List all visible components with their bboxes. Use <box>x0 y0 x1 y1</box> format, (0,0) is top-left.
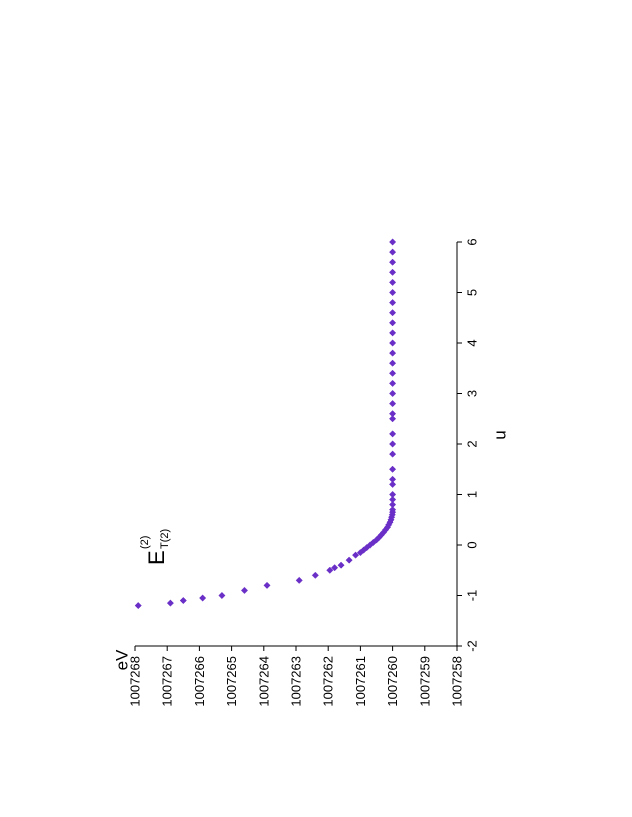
data-point <box>389 465 397 473</box>
data-point <box>389 349 397 357</box>
annotation-symbol: E <box>144 550 169 565</box>
data-point <box>389 430 397 438</box>
y-tick-label: 1007268 <box>128 656 143 707</box>
x-tick-label: 2 <box>465 440 480 447</box>
data-point <box>389 309 397 317</box>
y-tick-label: 1007264 <box>256 656 271 707</box>
y-tick-label: 1007259 <box>417 656 432 707</box>
x-tick-label: 1 <box>465 491 480 498</box>
x-axis-label: u <box>491 430 510 439</box>
data-point <box>389 440 397 448</box>
data-point <box>389 410 397 418</box>
data-point <box>179 596 187 605</box>
data-point <box>389 359 397 367</box>
data-point <box>352 551 360 559</box>
data-point <box>311 571 319 579</box>
data-point <box>218 591 226 600</box>
data-point <box>389 506 397 514</box>
annotation-subscript: T(2) <box>159 529 171 549</box>
data-point <box>389 288 397 297</box>
x-tick-label: 4 <box>465 339 480 346</box>
y-tick-label: 1007261 <box>353 656 368 707</box>
data-point <box>389 495 397 504</box>
y-tick-label: 1007267 <box>160 656 175 707</box>
data-point <box>389 501 397 509</box>
data-point <box>389 475 397 483</box>
x-tick-label: 5 <box>465 289 480 296</box>
y-tick-label: 1007263 <box>289 656 304 707</box>
y-tick-label: 1007265 <box>224 656 239 707</box>
data-markers <box>134 238 397 610</box>
data-point <box>389 450 397 458</box>
x-tick-label: 3 <box>465 390 480 397</box>
annotation-superscript: (2) <box>139 536 151 549</box>
data-point <box>389 278 397 286</box>
x-tick-label: 6 <box>465 238 480 245</box>
data-point <box>389 400 397 408</box>
y-axis-label: eV <box>113 649 132 670</box>
y-tick-label: 1007260 <box>385 656 400 707</box>
data-point <box>389 299 397 307</box>
data-point <box>389 258 397 266</box>
x-tick-label: 0 <box>465 541 480 548</box>
data-point <box>389 329 397 337</box>
axes: -2 -1 0 1 2 3 4 5 6 1007258 1007259 1007260 1007261 1… <box>113 238 510 706</box>
data-point <box>389 248 397 256</box>
y-tick-label: 1007262 <box>321 656 336 707</box>
data-point <box>389 379 397 387</box>
y-tick-label: 1007266 <box>192 656 207 707</box>
x-tick-label: -2 <box>465 640 480 652</box>
data-point <box>326 566 334 574</box>
data-point <box>263 581 271 589</box>
data-point <box>337 561 345 569</box>
annotation-energy-label: E(2) T(2) <box>139 529 171 565</box>
data-point <box>295 576 303 584</box>
y-tick-label: 1007258 <box>450 656 465 707</box>
data-point <box>389 268 397 276</box>
data-point <box>389 339 397 347</box>
data-point <box>240 586 249 595</box>
data-point <box>345 556 353 564</box>
data-point <box>389 389 397 398</box>
data-point <box>199 594 207 602</box>
data-point <box>389 319 397 327</box>
data-point <box>389 238 397 246</box>
data-point <box>389 480 397 488</box>
data-point <box>331 564 339 572</box>
data-point <box>389 415 397 423</box>
data-point <box>389 490 397 499</box>
data-point <box>134 602 142 610</box>
data-point <box>389 369 397 377</box>
data-point <box>166 599 174 607</box>
x-tick-label: -1 <box>465 590 480 602</box>
